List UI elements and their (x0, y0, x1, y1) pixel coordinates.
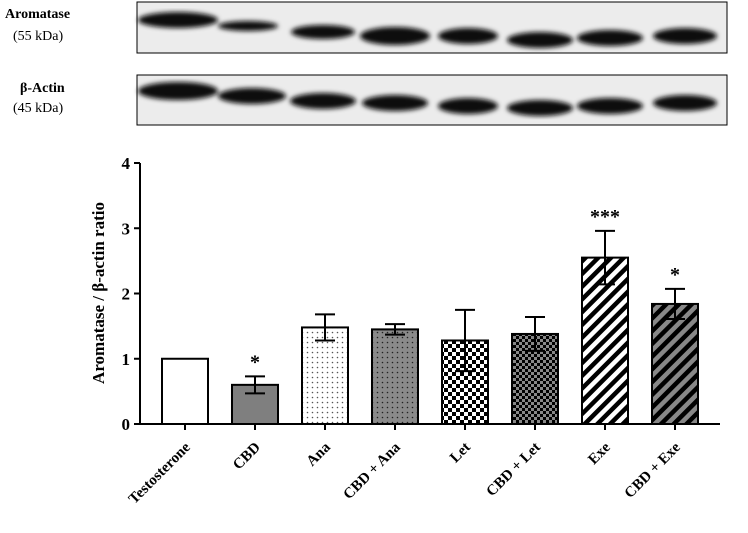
y-tick-label: 1 (122, 350, 131, 369)
y-tick-label: 0 (122, 415, 131, 434)
y-tick-label: 4 (122, 154, 131, 173)
bar (651, 302, 699, 425)
error-bar (315, 313, 335, 342)
x-tick-label: Ana (304, 439, 335, 470)
significance: * (250, 351, 260, 373)
y-axis-label: Aromatase / β-actin ratio (89, 202, 108, 384)
blot-actin (136, 74, 728, 126)
blot-label: Aromatase (5, 7, 70, 22)
error-bar (665, 287, 685, 320)
x-tick-label: Testosterone (126, 439, 194, 507)
x-tick-label: CBD + Let (483, 440, 543, 500)
blot-aromatase (136, 1, 728, 54)
y-tick-label: 2 (122, 285, 131, 304)
x-tick-label: CBD + Exe (622, 439, 684, 501)
x-tick-label: Exe (585, 439, 614, 468)
error-bar (525, 315, 545, 352)
significance: * (670, 264, 680, 286)
x-tick-label: CBD (230, 439, 264, 473)
bar (301, 326, 349, 425)
x-tick-label: Let (447, 440, 474, 467)
y-tick-label: 3 (122, 219, 131, 238)
blot-size: (45 kDa) (13, 101, 63, 116)
error-bar (385, 323, 405, 336)
error-bar (245, 375, 265, 395)
blot-size: (55 kDa) (13, 29, 63, 44)
blot-label: β-Actin (20, 81, 65, 96)
error-bar (595, 229, 615, 286)
bar (161, 357, 209, 425)
significance: *** (590, 206, 620, 228)
x-tick-label: CBD + Ana (340, 439, 404, 503)
error-bar (455, 308, 475, 373)
bar (371, 328, 419, 426)
